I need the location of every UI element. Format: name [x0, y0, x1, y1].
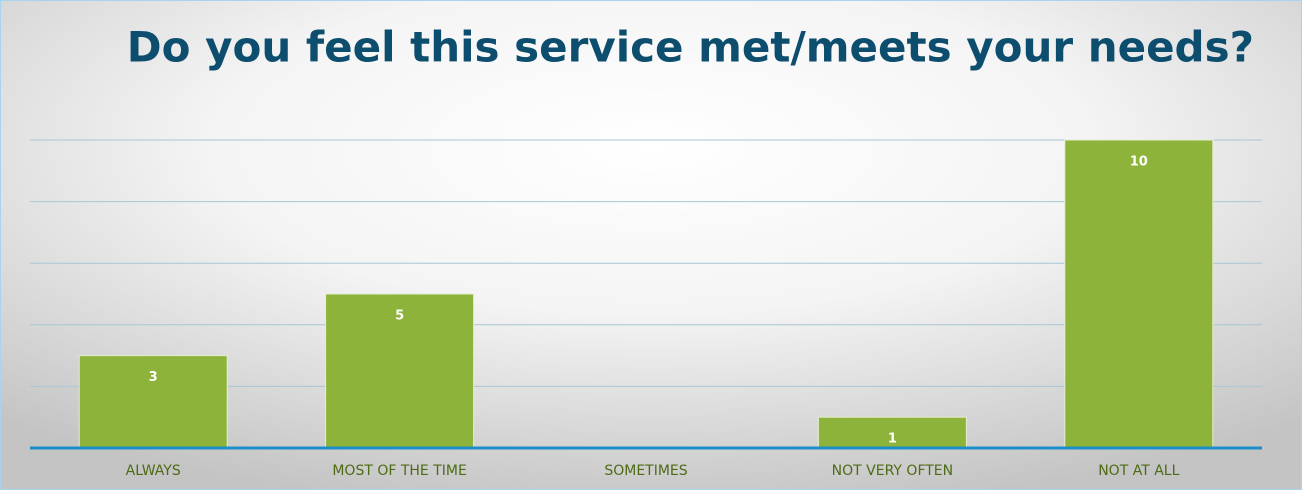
bar	[1064, 139, 1214, 449]
x-tick-label: MOST OF THE TIME	[332, 463, 467, 479]
data-label: 10	[1130, 155, 1148, 170]
chart-title: Do you feel this service met/meets your …	[127, 23, 1254, 72]
data-label: 1	[888, 432, 897, 447]
bar	[817, 416, 967, 449]
bar	[78, 355, 228, 449]
x-tick-label: NOT AT ALL	[1098, 463, 1179, 479]
bar	[325, 293, 475, 449]
x-tick-label: ALWAYS	[126, 463, 181, 479]
x-tick-label: SOMETIMES	[604, 463, 687, 479]
data-label: 3	[149, 370, 158, 385]
x-tick-label: NOT VERY OFTEN	[832, 463, 953, 479]
data-label: 5	[395, 309, 404, 324]
